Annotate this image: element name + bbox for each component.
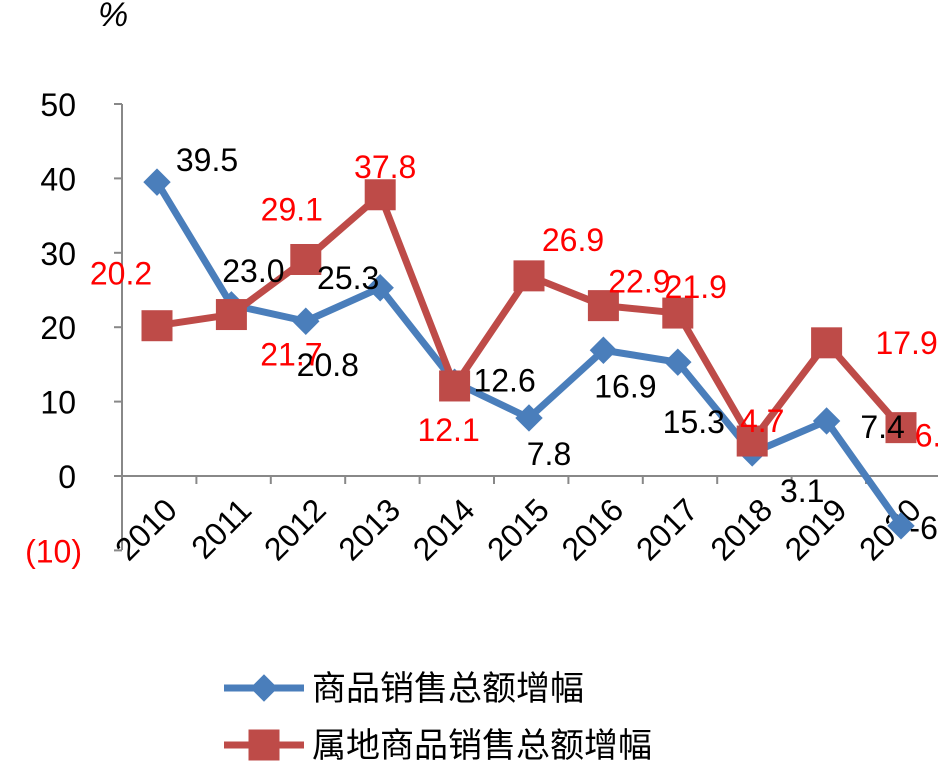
series-2-point <box>587 290 619 322</box>
series-2-point <box>736 425 768 457</box>
series-1-data-label: 15.3 <box>663 404 725 440</box>
series-2-data-label: 20.2 <box>90 256 152 292</box>
series-1-data-label: 3.1 <box>780 473 824 509</box>
x-tick-label: 2012 <box>257 491 333 567</box>
legend-marker-2 <box>248 729 280 761</box>
x-tick-label: 2016 <box>555 491 631 567</box>
x-tick-label: 2015 <box>480 491 556 567</box>
series-1-data-label: 25.3 <box>317 260 379 296</box>
y-tick-label: (10) <box>25 533 82 569</box>
y-tick-label: 50 <box>40 87 76 123</box>
x-tick-label: 2011 <box>184 491 258 565</box>
legend-marker-1 <box>250 674 278 702</box>
y-tick-label: 20 <box>40 310 76 346</box>
series-2-point <box>885 412 917 444</box>
series-2-data-label: 26.9 <box>542 222 604 258</box>
series-2-point <box>215 299 247 331</box>
series-2-data-label: 21.7 <box>260 337 322 373</box>
series-2-data-label: 29.1 <box>261 191 323 227</box>
series-2-point <box>290 243 322 275</box>
series-2-data-label: 17.9 <box>875 325 937 361</box>
series-2-data-label: 4.7 <box>740 403 784 439</box>
legend-label-1: 商品销售总额增幅 <box>312 669 584 709</box>
series-2-point <box>439 370 471 402</box>
series-1-point <box>366 274 394 302</box>
legend-label-2: 属地商品销售总额增幅 <box>312 726 652 766</box>
series-1-data-label: 12.6 <box>473 362 535 398</box>
series-2-point <box>513 260 545 292</box>
y-tick-label: 30 <box>40 236 76 272</box>
data-labels: 39.5 23.0 20.8 25.3 12.6 7.8 16.915.3 3.1 7.4 -6.… <box>90 142 938 546</box>
series-1-data-label: 7.4 <box>860 409 904 445</box>
series-2-data-label: 12.1 <box>417 412 479 448</box>
series-group <box>141 168 917 540</box>
unit-label: % <box>98 0 128 34</box>
series-2-point <box>364 179 396 211</box>
y-tick-label: 0 <box>58 459 76 495</box>
series-1-data-label: 16.9 <box>594 368 656 404</box>
series-1-point <box>515 404 543 432</box>
series-1-data-label: 39.5 <box>176 142 238 178</box>
series-1-data-label: 7.8 <box>527 436 571 472</box>
y-tick-label: 10 <box>40 385 76 421</box>
series-1-point <box>812 407 841 435</box>
series-2-data-label: 37.8 <box>354 149 416 185</box>
series-2-data-label: 22.9 <box>608 264 670 300</box>
series-line-2 <box>156 191 904 445</box>
y-tick-label: 40 <box>40 161 76 197</box>
x-tick-label: 2013 <box>331 491 407 567</box>
series-2-data-label: 6.5 <box>915 418 938 454</box>
x-tick-label: 2010 <box>108 491 184 567</box>
x-tick-label: 2018 <box>703 491 779 567</box>
x-tick-label: 2014 <box>406 491 482 567</box>
series-2-point <box>662 297 694 329</box>
series-1-data-label: -6.7 <box>909 510 938 546</box>
series-2-point <box>141 310 173 342</box>
series-1-data-label: 23.0 <box>222 253 284 289</box>
series-1-point <box>292 307 320 335</box>
series-1-point <box>589 336 618 364</box>
series-1-data-label: 20.8 <box>297 347 359 383</box>
series-1-point <box>887 512 915 540</box>
series-1-point <box>143 168 171 196</box>
series-2-data-label: 21.9 <box>665 269 727 305</box>
x-tick-label: 2017 <box>629 491 705 567</box>
series-2-point <box>811 327 843 359</box>
series-1-point <box>664 348 692 376</box>
